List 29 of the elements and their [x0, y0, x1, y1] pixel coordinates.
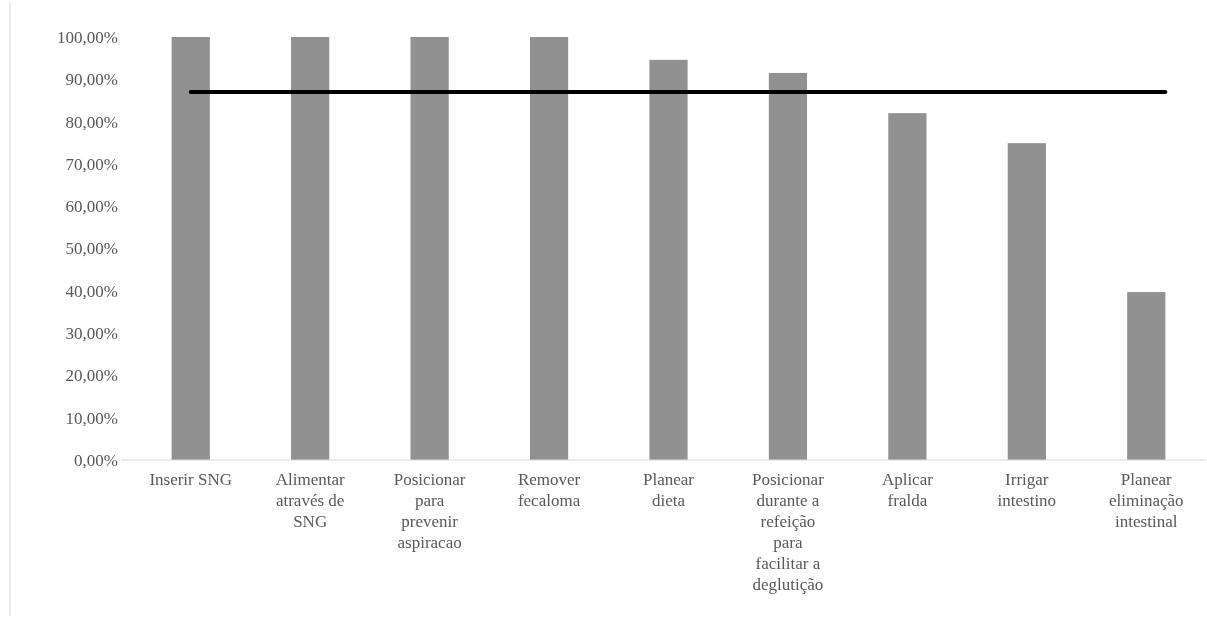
y-tick-label: 30,00%	[65, 324, 118, 344]
bar	[291, 37, 330, 460]
x-tick-label: Inserir SNG	[149, 470, 233, 489]
x-tick-label: Aplicar fralda	[881, 470, 934, 510]
y-tick-label: 20,00%	[65, 366, 118, 386]
bar	[888, 113, 927, 460]
bar	[1127, 292, 1166, 460]
y-tick-label: 60,00%	[65, 197, 118, 217]
x-tick-label: Planear eliminação intestinal	[1108, 470, 1184, 531]
x-tick-label: Remover fecaloma	[517, 470, 581, 510]
y-tick-label: 100,00%	[57, 27, 118, 47]
bar	[768, 72, 808, 460]
x-tick-label: Alimentar através de SNG	[275, 470, 345, 531]
x-tick-label: Posicionar para prevenir aspiracao	[393, 470, 466, 552]
x-tick-label: Planear dieta	[643, 470, 695, 510]
y-tick-label: 40,00%	[65, 281, 118, 301]
y-tick-label: 10,00%	[65, 408, 118, 428]
y-tick-label: 0,00%	[74, 450, 118, 470]
bar	[649, 59, 688, 460]
bar	[529, 37, 569, 460]
x-tick-label: Posicionar durante a refeição para facilitar a deglutição	[752, 470, 825, 594]
y-tick-label: 70,00%	[65, 154, 118, 174]
y-tick-label: 80,00%	[65, 112, 118, 132]
x-tick-label: Irrigar intestino	[997, 470, 1057, 510]
bar	[171, 37, 210, 460]
bar	[1007, 143, 1046, 460]
y-tick-label: 50,00%	[65, 239, 118, 259]
bar	[410, 37, 449, 460]
y-tick-label: 90,00%	[65, 70, 118, 90]
